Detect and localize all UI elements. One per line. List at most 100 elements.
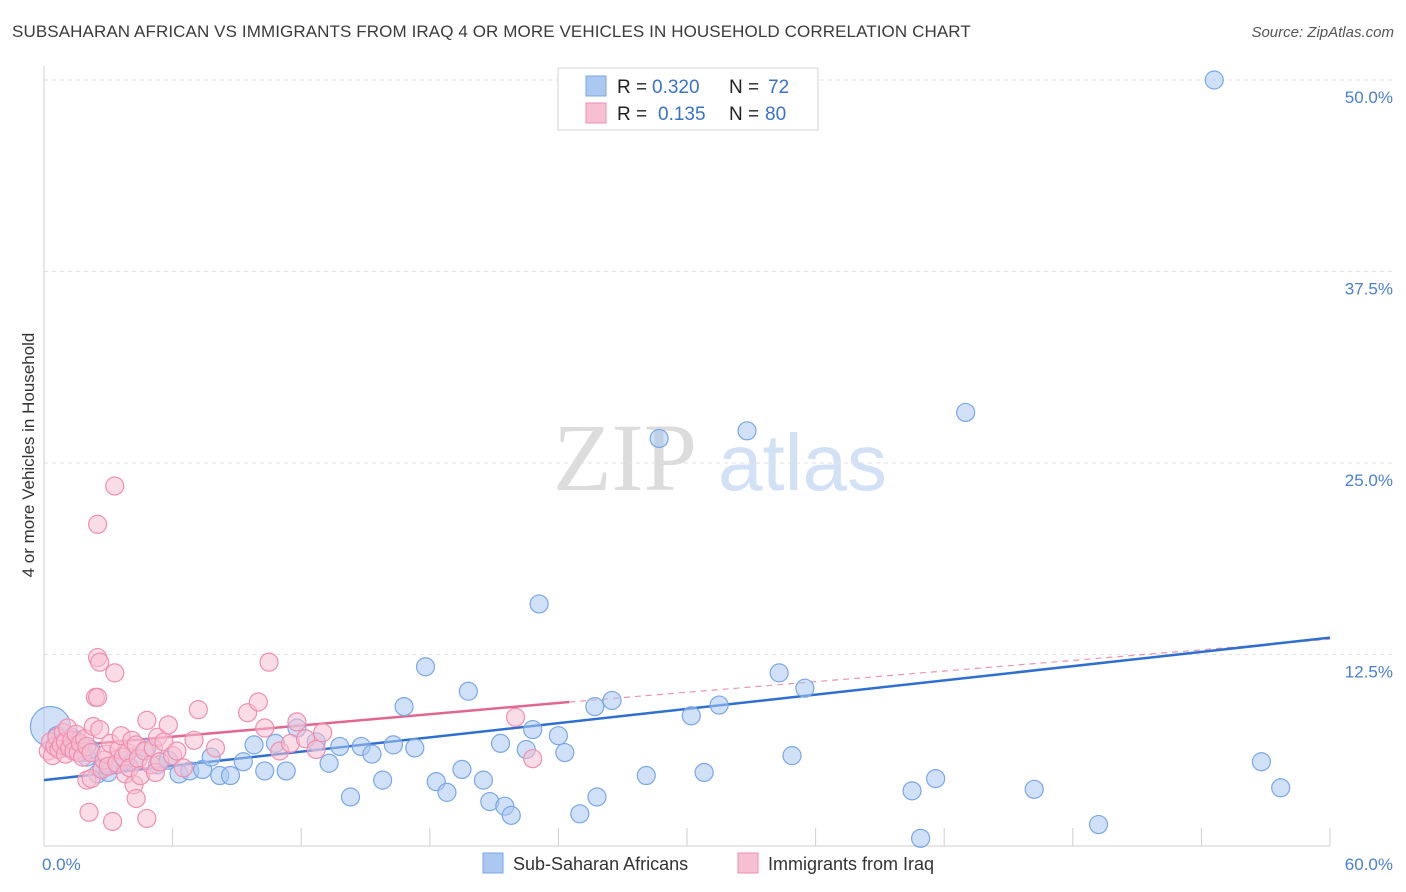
- point-subsaharan-38: [394, 696, 414, 717]
- point-subsaharan-72: [1024, 779, 1044, 799]
- point-iraq-77: [313, 723, 333, 743]
- point-subsaharan-59: [636, 765, 656, 786]
- point-iraq-26: [87, 687, 108, 707]
- point-iraq-38: [105, 663, 125, 683]
- point-iraq-67: [205, 738, 226, 758]
- point-iraq-29: [90, 652, 110, 672]
- watermark-zip: ZIP: [553, 404, 697, 511]
- y-axis-label: 4 or more Vehicles in Household: [19, 333, 38, 578]
- point-iraq-48: [126, 788, 146, 809]
- legend-n-value-2: 80: [765, 104, 786, 125]
- point-subsaharan-73: [1088, 814, 1109, 835]
- y-tick-label-1: 25.0%: [1345, 471, 1393, 490]
- legend-r-value-2: 0.135: [658, 104, 706, 125]
- point-subsaharan-31: [319, 753, 339, 773]
- legend-n-label-2: N =: [729, 104, 759, 125]
- point-subsaharan-51: [523, 719, 543, 740]
- point-iraq-66: [188, 700, 208, 720]
- point-subsaharan-52: [529, 594, 549, 614]
- x-tick-label-max: 60.0%: [1345, 855, 1393, 874]
- point-subsaharan-36: [373, 770, 393, 790]
- point-subsaharan-42: [437, 782, 457, 802]
- point-subsaharan-33: [340, 787, 361, 807]
- point-subsaharan-75: [1251, 752, 1272, 772]
- point-subsaharan-69: [911, 828, 931, 848]
- point-iraq-74: [287, 712, 307, 732]
- point-iraq-70: [255, 718, 275, 738]
- point-subsaharan-24: [233, 752, 253, 772]
- point-subsaharan-39: [405, 738, 425, 758]
- y-tick-label-2: 37.5%: [1345, 280, 1393, 299]
- legend-r-label-2: R =: [617, 104, 647, 125]
- legend-swatch-pink: [585, 102, 607, 124]
- point-subsaharan-71: [956, 402, 976, 423]
- point-subsaharan-49: [501, 805, 521, 825]
- point-iraq-27: [87, 514, 108, 534]
- y-tick-label-3: 50.0%: [1345, 88, 1393, 107]
- point-iraq-63: [167, 741, 187, 761]
- point-subsaharan-26: [255, 761, 275, 781]
- x-tick-label-min: 0.0%: [42, 855, 81, 874]
- point-subsaharan-43: [452, 759, 472, 780]
- point-subsaharan-25: [244, 735, 264, 755]
- bottom-legend-swatch-pink: [737, 852, 759, 874]
- point-subsaharan-28: [276, 761, 296, 781]
- point-iraq-37: [105, 476, 125, 496]
- point-subsaharan-64: [737, 421, 757, 441]
- y-tick-label-0: 12.5%: [1345, 663, 1393, 682]
- point-iraq-65: [184, 730, 204, 750]
- chart-source: Source: ZipAtlas.com: [1251, 24, 1394, 41]
- point-subsaharan-44: [458, 681, 478, 701]
- point-subsaharan-56: [585, 696, 605, 717]
- point-subsaharan-58: [602, 690, 622, 711]
- point-subsaharan-60: [649, 428, 669, 449]
- point-subsaharan-35: [362, 744, 382, 764]
- point-iraq-53: [137, 808, 157, 829]
- point-subsaharan-63: [709, 695, 729, 715]
- point-iraq-54: [137, 710, 157, 730]
- grid: [44, 79, 1392, 655]
- trend-line-iraq-extension: [569, 638, 1331, 703]
- point-iraq-71: [259, 652, 279, 672]
- point-subsaharan-55: [570, 804, 590, 824]
- legend-r-label-1: R =: [617, 77, 647, 98]
- bottom-legend-swatch-blue: [482, 852, 504, 874]
- data-points: [29, 70, 1291, 848]
- point-subsaharan-47: [490, 733, 511, 753]
- point-iraq-64: [173, 758, 193, 778]
- bottom-legend: Sub-Saharan Africans Immigrants from Ira…: [482, 852, 934, 874]
- point-subsaharan-76: [1271, 778, 1291, 798]
- point-subsaharan-67: [795, 678, 815, 698]
- legend-r-value-1: 0.320: [652, 77, 700, 98]
- point-subsaharan-23: [220, 765, 241, 786]
- point-subsaharan-65: [769, 663, 789, 683]
- point-subsaharan-57: [587, 787, 607, 807]
- point-subsaharan-70: [926, 768, 946, 789]
- legend-n-label-1: N =: [729, 77, 759, 98]
- point-subsaharan-32: [330, 736, 350, 757]
- chart-title: SUBSAHARAN AFRICAN VS IMMIGRANTS FROM IR…: [12, 22, 971, 41]
- point-subsaharan-40: [415, 657, 436, 677]
- point-subsaharan-66: [782, 746, 802, 766]
- point-iraq-21: [79, 802, 99, 822]
- legend-swatch-blue: [585, 75, 607, 97]
- point-subsaharan-62: [694, 762, 714, 783]
- point-iraq-76: [306, 739, 326, 760]
- point-iraq-78: [505, 707, 526, 727]
- point-iraq-61: [158, 715, 178, 735]
- legend-n-value-1: 72: [768, 77, 789, 98]
- point-subsaharan-53: [548, 726, 569, 746]
- y-tick-labels: 12.5% 25.0% 37.5% 50.0%: [1345, 88, 1393, 682]
- point-iraq-79: [523, 749, 543, 769]
- bottom-legend-label-pink: Immigrants from Iraq: [768, 854, 934, 874]
- point-subsaharan-54: [555, 742, 575, 763]
- point-subsaharan-61: [681, 706, 701, 726]
- point-subsaharan-74: [1204, 70, 1224, 90]
- point-iraq-36: [102, 811, 123, 832]
- legend: R = 0.320 N = 72 R = 0.135 N = 80: [557, 67, 819, 131]
- bottom-legend-label-blue: Sub-Saharan Africans: [513, 854, 688, 874]
- point-iraq-69: [248, 692, 268, 712]
- point-subsaharan-45: [473, 770, 493, 790]
- point-subsaharan-37: [383, 735, 403, 755]
